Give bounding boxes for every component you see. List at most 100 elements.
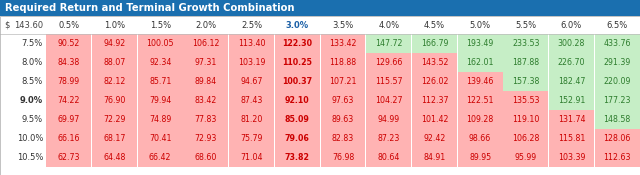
Text: 100.05: 100.05 (147, 39, 174, 48)
Text: 94.99: 94.99 (378, 115, 400, 124)
Text: 162.01: 162.01 (467, 58, 494, 67)
Text: 113.40: 113.40 (238, 39, 266, 48)
Bar (184, 148, 228, 167)
Bar (184, 110, 228, 129)
Bar (46, 129, 92, 148)
Text: 88.07: 88.07 (104, 58, 125, 67)
Text: 74.89: 74.89 (149, 115, 172, 124)
Bar (46, 91, 92, 110)
Text: 133.42: 133.42 (329, 39, 356, 48)
Bar (184, 91, 228, 110)
Text: 94.67: 94.67 (241, 77, 263, 86)
Bar (503, 34, 548, 53)
Bar (184, 53, 228, 72)
Text: 75.79: 75.79 (241, 134, 263, 143)
Bar (549, 34, 594, 53)
Text: 79.06: 79.06 (285, 134, 310, 143)
Text: 9.5%: 9.5% (22, 115, 43, 124)
Bar (503, 91, 548, 110)
Text: 8.0%: 8.0% (22, 58, 43, 67)
Text: 128.06: 128.06 (604, 134, 631, 143)
Text: 129.66: 129.66 (375, 58, 403, 67)
Text: 157.38: 157.38 (512, 77, 540, 86)
Bar (458, 148, 502, 167)
Text: 300.28: 300.28 (558, 39, 585, 48)
Text: 72.29: 72.29 (103, 115, 125, 124)
Bar (92, 129, 137, 148)
Text: 69.97: 69.97 (58, 115, 80, 124)
Bar (458, 72, 502, 91)
Text: 89.63: 89.63 (332, 115, 354, 124)
Bar (138, 72, 182, 91)
Bar (366, 129, 411, 148)
Text: 101.42: 101.42 (420, 115, 448, 124)
Text: 6.0%: 6.0% (561, 20, 582, 30)
Text: 76.90: 76.90 (103, 96, 125, 105)
Bar (595, 148, 639, 167)
Text: 87.23: 87.23 (378, 134, 400, 143)
Bar (229, 110, 274, 129)
Bar (366, 72, 411, 91)
Text: 82.12: 82.12 (103, 77, 125, 86)
Bar (412, 72, 457, 91)
Text: 112.37: 112.37 (420, 96, 448, 105)
Bar (321, 72, 365, 91)
Text: 92.10: 92.10 (285, 96, 310, 105)
Bar (503, 129, 548, 148)
Text: 1.0%: 1.0% (104, 20, 125, 30)
Bar (138, 129, 182, 148)
Text: 77.83: 77.83 (195, 115, 217, 124)
Text: 5.5%: 5.5% (515, 20, 536, 30)
Bar (184, 72, 228, 91)
Bar (46, 53, 92, 72)
Bar (138, 148, 182, 167)
Text: 119.10: 119.10 (512, 115, 540, 124)
Text: 10.5%: 10.5% (17, 153, 43, 162)
Bar (412, 148, 457, 167)
Text: 76.98: 76.98 (332, 153, 354, 162)
Text: 109.28: 109.28 (467, 115, 493, 124)
Text: 8.5%: 8.5% (22, 77, 43, 86)
Bar (595, 53, 639, 72)
Bar (46, 34, 92, 53)
Bar (138, 53, 182, 72)
Bar (321, 148, 365, 167)
Bar (229, 91, 274, 110)
Bar (46, 110, 92, 129)
Bar (412, 110, 457, 129)
Bar (458, 110, 502, 129)
Bar (366, 91, 411, 110)
Bar (229, 72, 274, 91)
Text: 85.09: 85.09 (285, 115, 310, 124)
Bar (549, 129, 594, 148)
Text: 135.53: 135.53 (512, 96, 540, 105)
Text: 71.04: 71.04 (241, 153, 263, 162)
Bar (275, 34, 320, 53)
Bar (46, 72, 92, 91)
Text: 182.47: 182.47 (558, 77, 585, 86)
Bar (503, 148, 548, 167)
Bar (275, 110, 320, 129)
Bar (46, 148, 92, 167)
Text: 7.5%: 7.5% (22, 39, 43, 48)
Bar (321, 129, 365, 148)
Bar (229, 34, 274, 53)
Text: 4.0%: 4.0% (378, 20, 399, 30)
Text: 70.41: 70.41 (149, 134, 172, 143)
Bar (275, 91, 320, 110)
Bar (412, 34, 457, 53)
Text: 122.30: 122.30 (282, 39, 312, 48)
Bar (321, 110, 365, 129)
Text: 82.83: 82.83 (332, 134, 354, 143)
Text: $: $ (4, 20, 10, 30)
Bar (595, 34, 639, 53)
Text: 81.20: 81.20 (241, 115, 263, 124)
Text: 72.93: 72.93 (195, 134, 217, 143)
Text: 5.0%: 5.0% (470, 20, 491, 30)
Bar (229, 53, 274, 72)
Text: 2.0%: 2.0% (195, 20, 216, 30)
Bar (503, 72, 548, 91)
Text: 97.63: 97.63 (332, 96, 354, 105)
Text: 3.0%: 3.0% (285, 20, 309, 30)
Text: 97.31: 97.31 (195, 58, 217, 67)
